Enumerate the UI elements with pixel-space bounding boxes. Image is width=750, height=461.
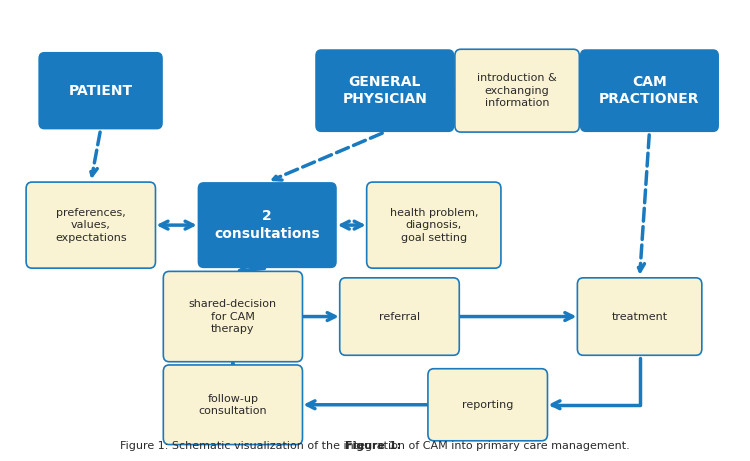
Text: referral: referral [379, 312, 420, 322]
Text: Figure 1:: Figure 1: [0, 460, 1, 461]
FancyBboxPatch shape [315, 49, 454, 132]
Text: CAM
PRACTIONER: CAM PRACTIONER [599, 75, 700, 106]
FancyBboxPatch shape [38, 52, 163, 130]
FancyBboxPatch shape [164, 365, 302, 444]
Text: preferences,
values,
expectations: preferences, values, expectations [55, 208, 127, 242]
Text: follow-up
consultation: follow-up consultation [199, 394, 267, 416]
Text: health problem,
diagnosis,
goal setting: health problem, diagnosis, goal setting [389, 208, 478, 242]
Text: GENERAL
PHYSICIAN: GENERAL PHYSICIAN [342, 75, 427, 106]
FancyBboxPatch shape [454, 49, 579, 132]
FancyBboxPatch shape [197, 182, 337, 268]
Text: shared-decision
for CAM
therapy: shared-decision for CAM therapy [189, 299, 277, 334]
Text: Figure 1:: Figure 1: [345, 441, 405, 451]
FancyBboxPatch shape [26, 182, 155, 268]
Text: reporting: reporting [462, 400, 514, 410]
FancyBboxPatch shape [428, 369, 548, 441]
Text: Figure 1: Schematic visualization of the integration of CAM into primary care ma: Figure 1: Schematic visualization of the… [120, 441, 630, 451]
Text: 2
consultations: 2 consultations [214, 209, 320, 241]
Text: treatment: treatment [611, 312, 668, 322]
Text: PATIENT: PATIENT [68, 83, 133, 98]
FancyBboxPatch shape [578, 278, 702, 355]
Text: introduction &
exchanging
information: introduction & exchanging information [477, 73, 557, 108]
FancyBboxPatch shape [340, 278, 459, 355]
FancyBboxPatch shape [580, 49, 719, 132]
FancyBboxPatch shape [367, 182, 501, 268]
FancyBboxPatch shape [164, 272, 302, 362]
